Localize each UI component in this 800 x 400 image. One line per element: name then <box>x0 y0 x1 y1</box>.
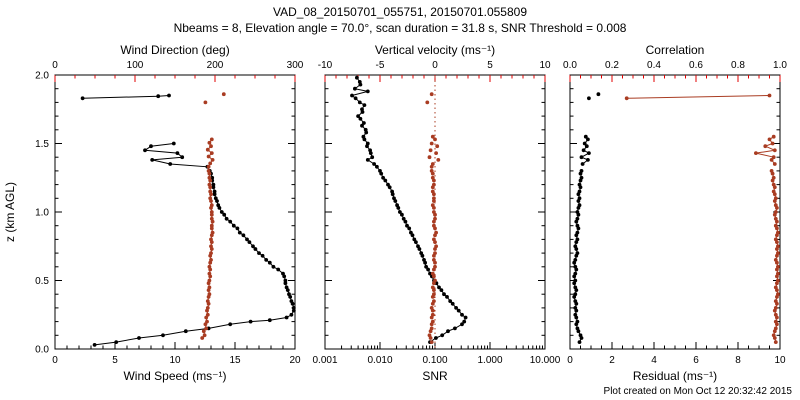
svg-text:10: 10 <box>539 60 551 71</box>
svg-text:0.001: 0.001 <box>312 355 337 366</box>
series-wind-direction <box>200 92 226 340</box>
top-axis-label-snr: Vertical velocity (ms⁻¹) <box>375 43 495 57</box>
bottom-axis-label-snr: SNR <box>422 369 448 383</box>
svg-text:0.100: 0.100 <box>422 355 447 366</box>
plot-created-timestamp: Plot created on Mon Oct 12 20:32:42 2015 <box>603 386 792 397</box>
svg-text:5: 5 <box>487 60 493 71</box>
plot-subtitle: Nbeams = 8, Elevation angle = 70.0°, sca… <box>173 21 627 35</box>
svg-text:0: 0 <box>52 60 58 71</box>
svg-text:-10: -10 <box>318 60 333 71</box>
svg-text:0.8: 0.8 <box>731 60 745 71</box>
svg-text:0: 0 <box>432 60 438 71</box>
svg-text:10: 10 <box>169 355 181 366</box>
svg-text:15: 15 <box>229 355 241 366</box>
top-axis-label-residual: Correlation <box>646 43 705 57</box>
bottom-axis-label-wind: Wind Speed (ms⁻¹) <box>123 369 226 383</box>
top-axis-label-wind: Wind Direction (deg) <box>120 43 229 57</box>
svg-text:0.5: 0.5 <box>35 276 49 287</box>
panel-snr: 0.001 0.010 0.100 1.000 10.000 SNR -10 -5 0 5 10 Ve… <box>312 43 560 383</box>
svg-text:1.5: 1.5 <box>35 139 49 150</box>
svg-text:1.0: 1.0 <box>35 208 49 219</box>
series-vertical-velocity <box>425 92 441 344</box>
svg-text:4: 4 <box>651 355 657 366</box>
series-correlation <box>624 93 780 344</box>
svg-text:1.000: 1.000 <box>477 355 502 366</box>
svg-text:10.000: 10.000 <box>530 355 561 366</box>
svg-text:0.6: 0.6 <box>689 60 703 71</box>
series-snr-profile <box>350 75 468 344</box>
y-axis-label: z (km AGL) <box>3 182 17 242</box>
svg-text:20: 20 <box>289 355 301 366</box>
svg-text:0: 0 <box>567 355 573 366</box>
svg-text:300: 300 <box>287 60 304 71</box>
series-residual <box>572 92 601 344</box>
svg-text:2: 2 <box>609 355 615 366</box>
svg-text:5: 5 <box>112 355 118 366</box>
svg-text:10: 10 <box>774 355 786 366</box>
series-wind-speed <box>80 93 296 347</box>
svg-text:2.0: 2.0 <box>35 71 49 82</box>
svg-text:100: 100 <box>127 60 144 71</box>
svg-text:-5: -5 <box>376 60 385 71</box>
panel-residual: 0 2 4 6 8 10 Residual (ms⁻¹) 0.0 0.2 0.4 0.6 0.8 1.0… <box>563 43 787 383</box>
svg-text:1.0: 1.0 <box>773 60 787 71</box>
svg-text:200: 200 <box>207 60 224 71</box>
plot-title: VAD_08_20150701_055751, 20150701.055809 <box>272 5 528 19</box>
svg-text:8: 8 <box>735 355 741 366</box>
panel-wind: 0 5 10 15 20 Wind Speed (ms⁻¹) 0 100 200 300 Wind … <box>35 43 304 383</box>
svg-text:0: 0 <box>52 355 58 366</box>
svg-text:0.0: 0.0 <box>563 60 577 71</box>
svg-text:0.4: 0.4 <box>647 60 661 71</box>
svg-text:0.2: 0.2 <box>605 60 619 71</box>
bottom-axis-label-residual: Residual (ms⁻¹) <box>633 369 717 383</box>
svg-text:6: 6 <box>693 355 699 366</box>
svg-text:0.010: 0.010 <box>367 355 392 366</box>
svg-text:0.0: 0.0 <box>35 345 49 356</box>
